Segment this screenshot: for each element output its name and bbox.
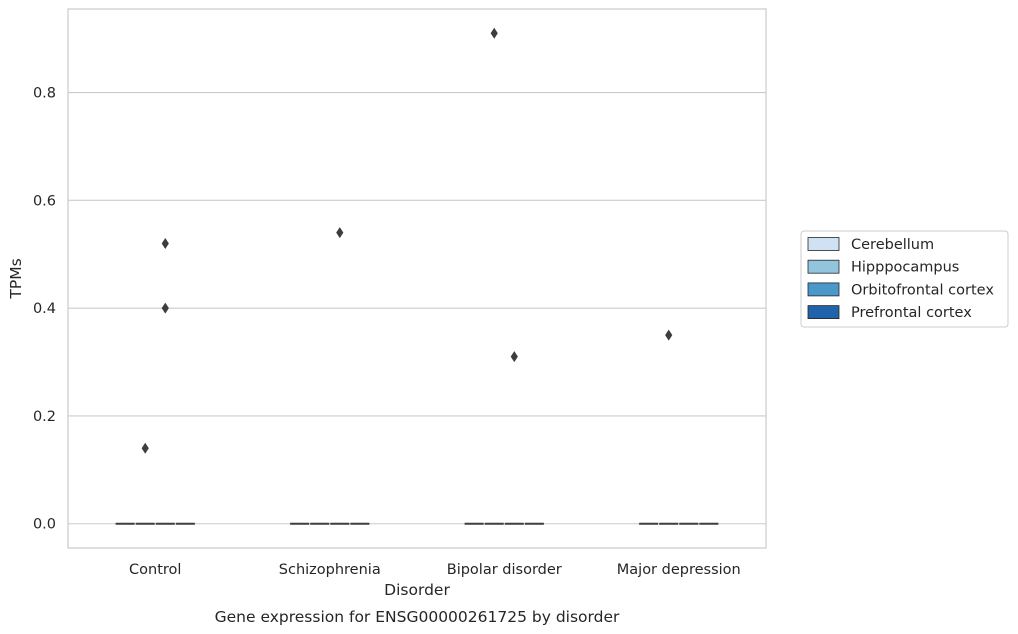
plot-background <box>68 9 766 548</box>
chart-caption: Gene expression for ENSG00000261725 by d… <box>215 608 620 626</box>
outlier-marker <box>490 27 498 39</box>
outlier-points <box>141 27 673 454</box>
x-tick-label: Major depression <box>617 562 741 578</box>
y-tick-label: 0.6 <box>33 193 56 209</box>
legend-label: Hipppocampus <box>851 260 959 276</box>
legend-swatch <box>807 305 840 320</box>
x-axis-label: Disorder <box>384 581 450 599</box>
legend-swatch <box>807 282 840 297</box>
plot-frame <box>67 8 767 549</box>
x-tick-label: Control <box>129 562 181 578</box>
legend: Cerebellum Hipppocampus Orbitofrontal cort… <box>800 230 1009 328</box>
outlier-marker <box>510 351 518 363</box>
legend-frame <box>800 230 1009 328</box>
x-tick-label: Bipolar disorder <box>447 562 562 578</box>
y-tick-labels: 0.0 0.2 0.4 0.6 0.8 <box>33 86 56 533</box>
y-tick-label: 0.0 <box>33 517 56 533</box>
outlier-marker <box>161 302 169 314</box>
outlier-marker <box>336 227 344 239</box>
legend-label: Cerebellum <box>851 237 934 253</box>
x-tick-label: Schizophrenia <box>279 562 381 578</box>
outlier-marker <box>665 329 673 341</box>
x-tick-labels: Control Schizophrenia Bipolar disorder Majo… <box>129 562 741 578</box>
legend-swatch <box>807 259 840 274</box>
y-axis-label: TPMs <box>7 258 25 299</box>
outlier-marker <box>161 237 169 249</box>
outlier-marker <box>141 442 149 454</box>
legend-label: Prefrontal cortex <box>851 305 972 321</box>
legend-swatch <box>807 237 840 251</box>
y-tick-label: 0.8 <box>33 86 56 102</box>
y-tick-label: 0.2 <box>33 409 56 425</box>
y-tick-label: 0.4 <box>33 301 56 317</box>
legend-label: Orbitofrontal cortex <box>851 282 994 298</box>
